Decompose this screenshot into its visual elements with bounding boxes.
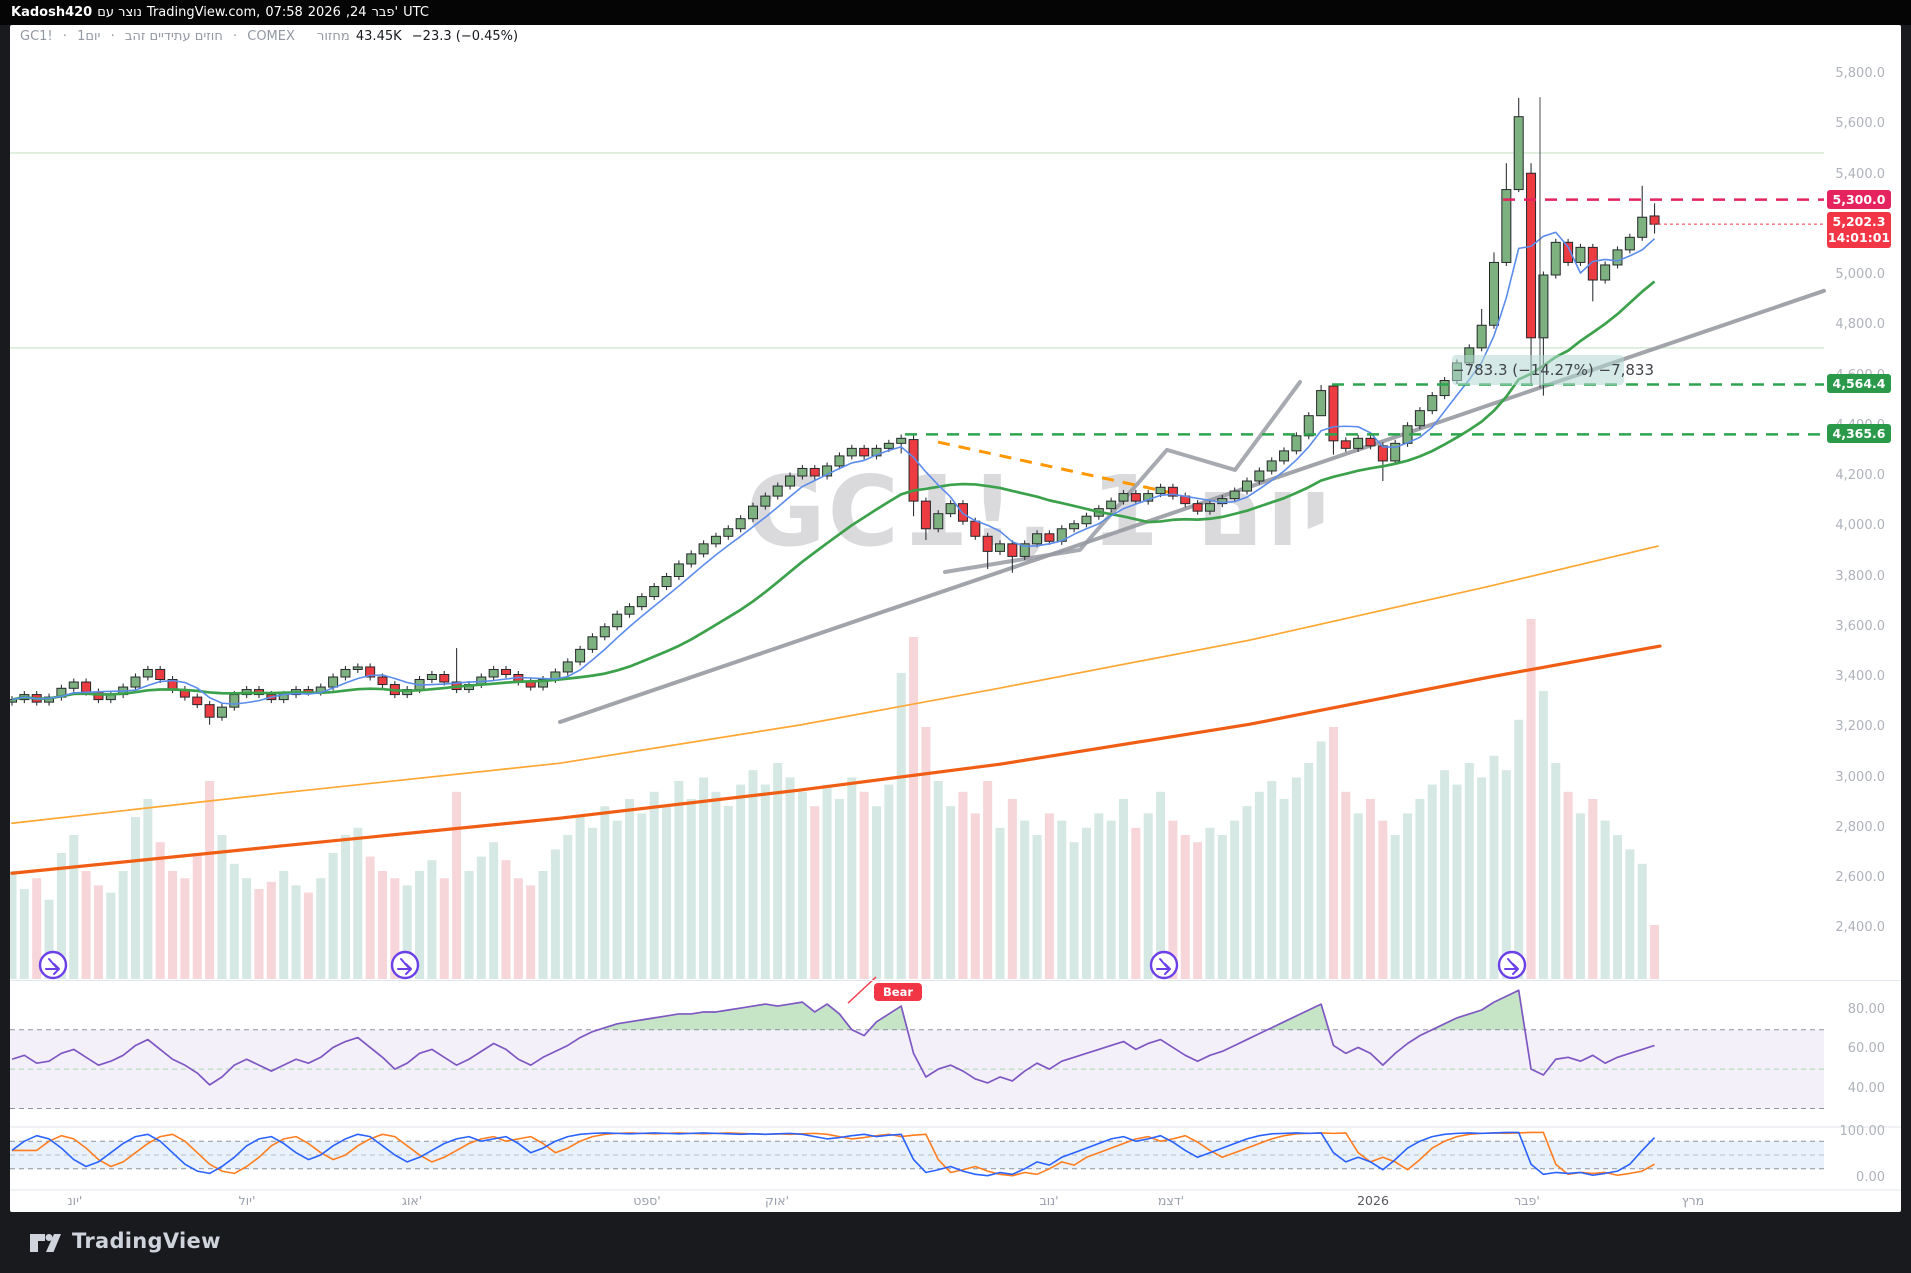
orange-trend-drawing[interactable] <box>937 440 1169 494</box>
rsi-tick-label: 40.00 <box>1847 1080 1885 1096</box>
bear-divergence-badge[interactable]: Bear <box>874 983 922 1001</box>
ma-fast-line[interactable] <box>11 231 1656 705</box>
snapshot-day: ,24 <box>345 5 367 20</box>
ma-200-line[interactable] <box>10 644 1662 875</box>
rsi-tick-label: 80.00 <box>1847 1002 1885 1017</box>
tradingview-logo-text: TradingView <box>72 1229 221 1253</box>
alert-price-label[interactable]: 5,300.0 <box>1827 190 1891 209</box>
time-axis-label: מרץ <box>1681 1193 1705 1208</box>
time-axis-label: יול' <box>238 1193 256 1208</box>
price-tick-label: 3,000.0 <box>1835 769 1885 785</box>
event-marker-icon[interactable] <box>390 950 420 980</box>
created-with-text: נוצר עם <box>97 5 142 20</box>
event-marker-icon[interactable] <box>38 950 68 980</box>
price-tick-label: 3,800.0 <box>1835 568 1885 584</box>
exchange-name: COMEX <box>247 29 295 44</box>
time-axis-label: אוק' <box>764 1193 790 1208</box>
time-axis-label: פבר' <box>1514 1193 1540 1208</box>
last-price-value: 5,202.3 <box>1832 214 1886 229</box>
price-tick-label: 2,600.0 <box>1835 870 1885 885</box>
price-tick-label: 5,400.0 <box>1835 166 1885 182</box>
stoch-tick-label: 100.00 <box>1839 1124 1886 1139</box>
price-tick-label: 5,800.0 <box>1835 66 1885 81</box>
price-tick-label: 4,000.0 <box>1835 518 1885 534</box>
footer-bar: TradingView <box>0 1212 1911 1273</box>
price-tick-label: 5,600.0 <box>1835 116 1885 132</box>
price-tick-label: 2,800.0 <box>1835 819 1885 835</box>
share-header-bar: Kadosh420 נוצר עם TradingView.com, 07:58 202… <box>0 0 1911 25</box>
snapshot-month: פבר' <box>371 5 399 20</box>
price-tick-label: 4,800.0 <box>1835 317 1885 333</box>
zigzag-pattern-drawing[interactable] <box>943 380 1302 574</box>
event-marker-icon[interactable] <box>1149 950 1179 980</box>
time-axis-label: 2026 <box>1357 1193 1389 1208</box>
volume-value: 43.45K <box>355 29 402 44</box>
price-tick-label: 4,200.0 <box>1835 468 1885 483</box>
last-price-label[interactable]: 5,202.3 14:01:01 <box>1827 212 1891 248</box>
snapshot-tz: UTC <box>403 5 429 20</box>
separator-dot: · <box>232 29 238 44</box>
bar-countdown: 14:01:01 <box>1827 230 1891 245</box>
separator-dot: · <box>110 29 115 44</box>
price-tick-label: 3,600.0 <box>1835 618 1885 634</box>
ma-slow-line[interactable] <box>11 280 1656 701</box>
change-value: −23.3 (−0.45%) <box>411 29 519 44</box>
time-axis-label: דצמ' <box>1157 1193 1185 1208</box>
stoch-k-line[interactable] <box>11 1131 1656 1177</box>
chart-card: GC1!, 1 יום GC1! · 1יום · חוזים עתידיים … <box>10 25 1901 1212</box>
stoch-tick-label: 0.00 <box>1856 1170 1885 1185</box>
rsi-band <box>10 1029 1824 1109</box>
separator-dot: · <box>62 29 67 44</box>
rsi-line[interactable] <box>11 989 1655 1086</box>
event-markers[interactable] <box>38 950 1527 980</box>
rsi-overbought-fill <box>598 990 1525 1030</box>
level-price-label[interactable]: 4,564.4 <box>1827 374 1891 393</box>
volume-series <box>10 619 1660 979</box>
time-axis-label: אוג' <box>401 1193 423 1208</box>
candlestick-series[interactable] <box>10 97 1660 725</box>
snapshot-year: 2026 <box>307 5 341 20</box>
level-price-label[interactable]: 4,365.6 <box>1827 424 1891 443</box>
event-marker-icon[interactable] <box>1497 950 1527 980</box>
ma-100-line[interactable] <box>11 545 1659 825</box>
bear-badge-pointer <box>847 976 877 1004</box>
username: Kadosh420 <box>11 5 93 20</box>
symbol-name[interactable]: GC1! <box>20 29 53 44</box>
main-chart-canvas[interactable] <box>10 25 1901 1212</box>
time-axis-label: נוב' <box>1039 1193 1059 1208</box>
symbol-info-row[interactable]: GC1! · 1יום · חוזים עתידיים זהב · COMEX … <box>20 29 524 44</box>
snapshot-time: 07:58 <box>265 5 303 20</box>
tradingview-logo: TradingView <box>28 1228 221 1254</box>
volume-label: מחזור <box>317 29 350 44</box>
price-tick-label: 3,400.0 <box>1835 669 1885 684</box>
price-tick-label: 5,000.0 <box>1835 267 1885 282</box>
time-axis-label: יונ' <box>67 1193 83 1208</box>
time-axis-label: ספט' <box>633 1193 661 1208</box>
stoch-d-line[interactable] <box>12 1131 1655 1177</box>
measure-annotation[interactable]: −783.3 (−14.27%) −7,833 <box>1452 355 1654 385</box>
price-tick-label: 2,400.0 <box>1835 920 1885 936</box>
tradingview-logo-icon <box>30 1234 61 1252</box>
interval-label[interactable]: 1יום <box>77 29 101 44</box>
price-tick-label: 3,200.0 <box>1835 719 1885 735</box>
rsi-tick-label: 60.00 <box>1847 1041 1885 1057</box>
symbol-description: חוזים עתידיים זהב <box>124 29 223 44</box>
site-text: TradingView.com, <box>146 5 261 20</box>
